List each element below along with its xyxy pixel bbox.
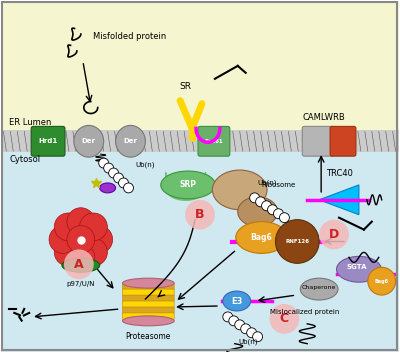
Polygon shape: [319, 185, 359, 215]
Ellipse shape: [300, 278, 338, 300]
Circle shape: [67, 226, 95, 253]
Ellipse shape: [116, 125, 145, 157]
Text: Ribosome: Ribosome: [262, 182, 296, 188]
Ellipse shape: [62, 258, 100, 272]
Circle shape: [67, 244, 95, 271]
FancyBboxPatch shape: [122, 283, 174, 290]
Circle shape: [80, 238, 107, 266]
Circle shape: [99, 158, 109, 168]
Text: SGTA: SGTA: [347, 264, 367, 270]
Circle shape: [114, 173, 124, 183]
Ellipse shape: [100, 183, 116, 193]
Circle shape: [109, 168, 118, 178]
Circle shape: [223, 312, 233, 322]
Text: p97/U/N: p97/U/N: [66, 281, 95, 287]
Ellipse shape: [122, 316, 174, 326]
Ellipse shape: [212, 170, 267, 210]
Bar: [1, 130, 399, 152]
Text: Ub(n): Ub(n): [258, 179, 277, 186]
Circle shape: [241, 324, 251, 334]
Circle shape: [67, 208, 95, 235]
Circle shape: [54, 213, 82, 241]
Text: Sec61: Sec61: [204, 139, 223, 144]
Text: RNF126: RNF126: [285, 239, 309, 244]
Circle shape: [54, 238, 82, 266]
Text: Cytosol: Cytosol: [9, 155, 40, 164]
Text: TRC40: TRC40: [326, 169, 352, 178]
Bar: [1, 130, 399, 352]
Ellipse shape: [161, 171, 215, 199]
Text: CAMLWRB: CAMLWRB: [303, 113, 346, 122]
Circle shape: [280, 213, 289, 223]
Circle shape: [49, 226, 77, 253]
Ellipse shape: [74, 125, 104, 157]
Circle shape: [368, 267, 396, 295]
Text: D: D: [329, 228, 339, 241]
Text: A: A: [74, 258, 84, 271]
FancyBboxPatch shape: [122, 313, 174, 320]
Text: Bag6: Bag6: [375, 279, 389, 284]
FancyBboxPatch shape: [198, 126, 230, 156]
FancyBboxPatch shape: [122, 289, 174, 296]
Text: Ub(n): Ub(n): [136, 162, 155, 168]
Circle shape: [235, 320, 245, 330]
Text: Misfolded protein: Misfolded protein: [93, 32, 166, 41]
Circle shape: [104, 163, 114, 173]
FancyBboxPatch shape: [122, 307, 174, 314]
Text: Der: Der: [82, 138, 96, 144]
Text: SRP: SRP: [180, 180, 196, 190]
Circle shape: [247, 328, 257, 338]
Circle shape: [276, 220, 319, 263]
FancyBboxPatch shape: [31, 126, 65, 156]
Circle shape: [250, 193, 260, 203]
Ellipse shape: [336, 256, 381, 282]
Circle shape: [262, 201, 272, 211]
FancyBboxPatch shape: [330, 126, 356, 156]
Text: Der: Der: [124, 138, 138, 144]
Ellipse shape: [236, 222, 287, 253]
Text: C: C: [280, 312, 289, 325]
Circle shape: [268, 205, 278, 215]
Text: E3: E3: [231, 297, 242, 305]
Circle shape: [118, 178, 128, 188]
Text: Chaperone: Chaperone: [302, 285, 336, 289]
FancyBboxPatch shape: [302, 126, 334, 156]
Text: Hrd1: Hrd1: [38, 138, 58, 144]
Bar: [1, 1, 399, 130]
FancyBboxPatch shape: [122, 301, 174, 308]
Circle shape: [185, 200, 215, 229]
Text: SR: SR: [179, 82, 191, 91]
Circle shape: [80, 213, 107, 241]
Circle shape: [270, 304, 299, 334]
FancyBboxPatch shape: [122, 295, 174, 302]
Circle shape: [229, 316, 239, 326]
Text: Proteasome: Proteasome: [126, 332, 171, 341]
Circle shape: [253, 332, 262, 342]
Circle shape: [124, 183, 134, 193]
Circle shape: [64, 250, 94, 279]
Circle shape: [85, 226, 113, 253]
Text: Bag6: Bag6: [251, 233, 272, 242]
Ellipse shape: [238, 197, 278, 227]
Text: ER Lumen: ER Lumen: [9, 118, 52, 127]
Circle shape: [274, 209, 284, 219]
Text: B: B: [195, 208, 205, 221]
Circle shape: [319, 220, 349, 250]
Ellipse shape: [122, 278, 174, 288]
Ellipse shape: [223, 291, 251, 311]
Circle shape: [256, 197, 266, 207]
Text: Mislocalized protein: Mislocalized protein: [270, 309, 339, 315]
Text: Ub(n): Ub(n): [238, 339, 258, 345]
